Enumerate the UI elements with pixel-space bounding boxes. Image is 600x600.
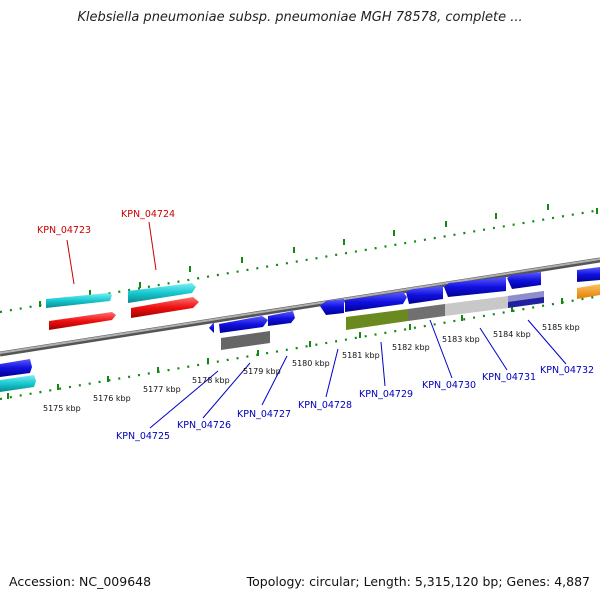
lower-scale-ticks [0, 294, 600, 401]
map-title: Klebsiella pneumoniae subsp. pneumoniae … [77, 10, 523, 25]
gene-label-kpn04731[interactable]: KPN_04731 [482, 372, 536, 383]
cds-kpn04732[interactable] [577, 267, 600, 282]
forward-strand-features [46, 283, 199, 330]
gene-label-kpn04732[interactable]: KPN_04732 [540, 365, 594, 376]
scale-label: 5184 kbp [493, 330, 531, 339]
scale-label: 5176 kbp [93, 394, 131, 403]
block-light-top [508, 291, 544, 302]
genome-backbone [0, 257, 600, 357]
secondary-blocks [221, 291, 544, 350]
scale-label: 5180 kbp [292, 359, 330, 368]
cds-kpn04731[interactable] [507, 272, 541, 289]
gene-label-kpn04726[interactable]: KPN_04726 [177, 420, 231, 431]
scale-label: 5177 kbp [143, 385, 181, 394]
genome-stats-text: Topology: circular; Length: 5,315,120 bp… [246, 574, 590, 589]
cds-kpn04727[interactable] [320, 299, 344, 315]
cds-kpn04724-cyan[interactable] [128, 283, 196, 303]
blue-cds-features [0, 267, 600, 392]
cds-kpn04728[interactable] [345, 292, 407, 312]
gene-labels: KPN_04723 KPN_04724 KPN_04725 KPN_04726 … [37, 209, 594, 442]
cds-kpn04729[interactable] [406, 286, 443, 304]
lower-tick-track [0, 294, 600, 401]
block-dark-1 [221, 331, 270, 350]
scale-label: 5178 kbp [192, 376, 230, 385]
gene-label-kpn04729[interactable]: KPN_04729 [359, 389, 413, 400]
cds-left-edge-cyan[interactable] [0, 375, 36, 392]
gene-label-kpn04724[interactable]: KPN_04724 [121, 209, 175, 220]
scale-label: 5182 kbp [392, 343, 430, 352]
cds-kpn04726[interactable] [268, 311, 295, 326]
scale-label: 5185 kbp [542, 323, 580, 332]
cds-kpn04723-cyan[interactable] [46, 293, 112, 308]
scale-label: 5183 kbp [442, 335, 480, 344]
label-leaders [66, 221, 567, 429]
gene-label-kpn04727[interactable]: KPN_04727 [237, 409, 291, 420]
scale-labels: 5175 kbp 5176 kbp 5177 kbp 5178 kbp 5179… [43, 323, 580, 413]
gene-label-kpn04723[interactable]: KPN_04723 [37, 225, 91, 236]
cds-kpn04725[interactable] [219, 316, 268, 333]
block-dark-2 [408, 304, 445, 321]
cds-orange[interactable] [577, 284, 600, 299]
gene-label-kpn04728[interactable]: KPN_04728 [298, 400, 352, 411]
cds-left-edge-blue[interactable] [0, 359, 32, 377]
cds-kpn04730[interactable] [444, 277, 506, 297]
scale-label: 5181 kbp [342, 351, 380, 360]
cds-small-arrow[interactable] [209, 322, 214, 333]
scale-label: 5179 kbp [243, 367, 281, 376]
block-olive [346, 309, 408, 330]
gene-label-kpn04730[interactable]: KPN_04730 [422, 380, 476, 391]
cds-red-1[interactable] [49, 312, 116, 330]
scale-label: 5175 kbp [43, 404, 81, 413]
accession-text: Accession: NC_009648 [9, 574, 152, 589]
gene-label-kpn04725[interactable]: KPN_04725 [116, 431, 170, 442]
block-light [445, 296, 508, 316]
cds-red-2[interactable] [131, 297, 199, 318]
